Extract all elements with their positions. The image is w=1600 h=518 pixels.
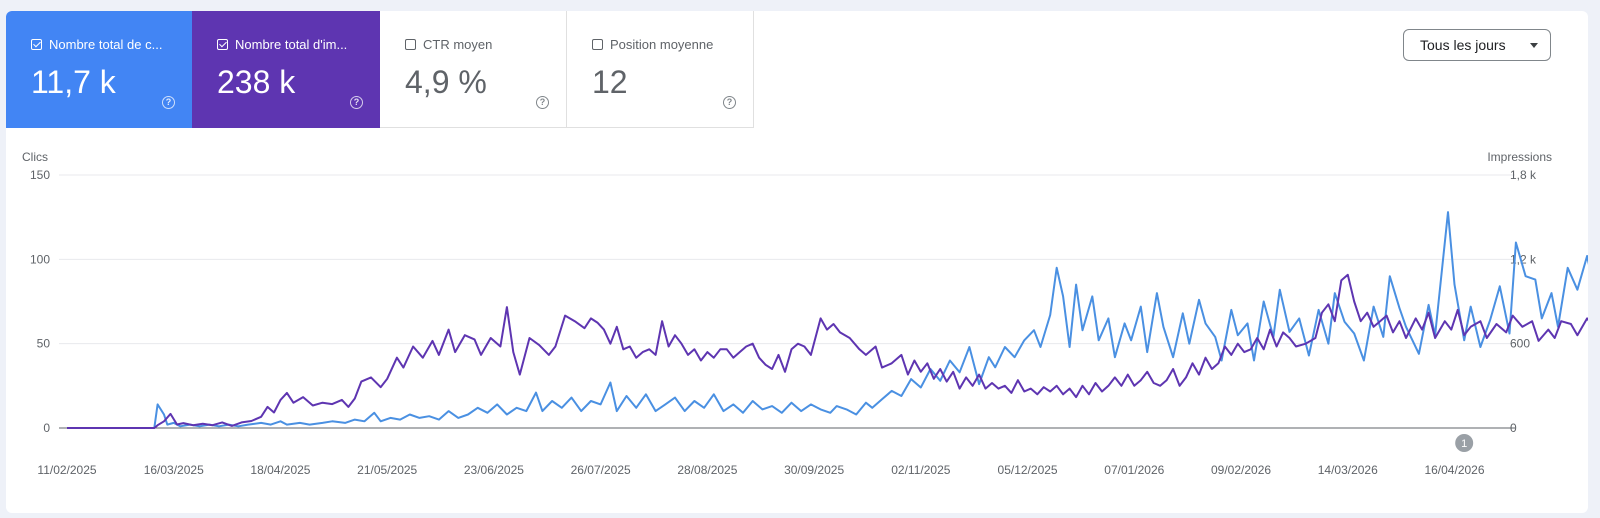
help-icon[interactable]: ?	[162, 96, 175, 109]
performance-card: Nombre total de c... 11,7 k ? Nombre tot…	[6, 11, 1588, 513]
metric-tile-header: CTR moyen	[405, 37, 558, 52]
metric-tile-ctr[interactable]: CTR moyen 4,9 % ?	[380, 11, 567, 128]
y-axis-left-title: Clics	[22, 150, 48, 164]
y-tick-left: 100	[30, 252, 50, 266]
x-tick-label: 23/06/2025	[464, 463, 524, 477]
dropdown-label: Tous les jours	[1420, 37, 1506, 53]
annotation-label: 1	[1461, 438, 1467, 450]
y-tick-right: 0	[1510, 421, 1517, 435]
metric-value-clicks: 11,7 k	[31, 64, 116, 100]
metric-value-impressions: 238 k	[217, 64, 296, 100]
x-tick-label: 07/01/2026	[1104, 463, 1164, 477]
x-tick-label: 30/09/2025	[784, 463, 844, 477]
metric-tile-header: Position moyenne	[592, 37, 745, 52]
metric-tile-header: Nombre total d'im...	[217, 37, 372, 52]
x-tick-label: 09/02/2026	[1211, 463, 1271, 477]
x-tick-label: 11/02/2025	[37, 463, 96, 477]
x-tick-label: 18/04/2025	[250, 463, 310, 477]
caret-down-icon	[1530, 43, 1538, 48]
metric-tile-header: Nombre total de c...	[31, 37, 184, 52]
y-tick-right: 1,2 k	[1510, 252, 1537, 266]
y-tick-left: 150	[30, 168, 50, 182]
metric-value-ctr: 4,9 %	[405, 64, 487, 100]
x-tick-label: 16/03/2025	[144, 463, 204, 477]
x-tick-label: 26/07/2025	[571, 463, 631, 477]
metric-tile-impressions[interactable]: Nombre total d'im... 238 k ?	[192, 11, 380, 128]
checkbox-icon[interactable]	[217, 39, 228, 50]
y-axis-right-title: Impressions	[1487, 150, 1552, 164]
series-line-impressions	[67, 273, 1588, 429]
y-tick-right: 600	[1510, 337, 1530, 351]
y-tick-left: 50	[37, 337, 51, 351]
metric-value-position: 12	[592, 64, 628, 100]
x-tick-label: 14/03/2026	[1318, 463, 1378, 477]
metric-tile-clicks[interactable]: Nombre total de c... 11,7 k ?	[6, 11, 192, 128]
checkbox-icon[interactable]	[405, 39, 416, 50]
x-tick-label: 16/04/2026	[1424, 463, 1484, 477]
help-icon[interactable]: ?	[350, 96, 363, 109]
x-tick-label: 02/11/2025	[891, 463, 950, 477]
metric-tiles: Nombre total de c... 11,7 k ? Nombre tot…	[6, 11, 754, 128]
help-icon[interactable]: ?	[723, 96, 736, 109]
x-tick-label: 05/12/2025	[998, 463, 1058, 477]
checkbox-icon[interactable]	[592, 39, 603, 50]
y-tick-right: 1,8 k	[1510, 168, 1537, 182]
date-granularity-dropdown[interactable]: Tous les jours	[1403, 29, 1551, 61]
help-icon[interactable]: ?	[536, 96, 549, 109]
metric-tile-position[interactable]: Position moyenne 12 ?	[567, 11, 754, 128]
annotation-marker	[1455, 434, 1474, 452]
x-tick-label: 28/08/2025	[677, 463, 737, 477]
checkbox-icon[interactable]	[31, 39, 42, 50]
series-line-clics	[67, 211, 1588, 429]
y-tick-left: 0	[43, 421, 50, 435]
x-tick-label: 21/05/2025	[357, 463, 417, 477]
